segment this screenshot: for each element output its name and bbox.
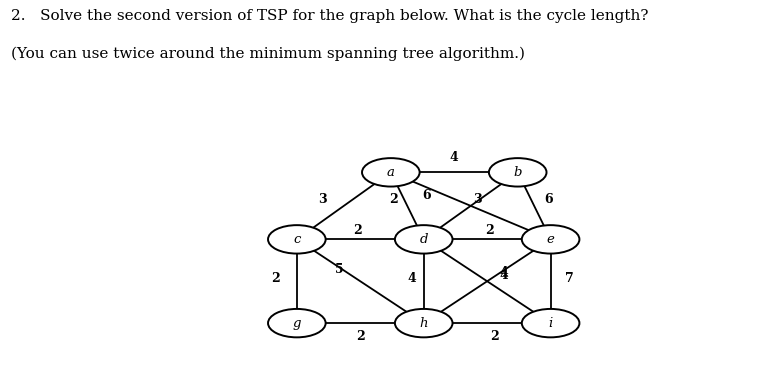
Text: 6: 6: [544, 193, 553, 206]
Circle shape: [268, 225, 326, 254]
Circle shape: [522, 225, 579, 254]
Circle shape: [395, 309, 453, 337]
Text: 4: 4: [500, 266, 508, 279]
Text: 4: 4: [408, 272, 416, 285]
Text: a: a: [387, 166, 395, 179]
Circle shape: [522, 309, 579, 337]
Circle shape: [395, 225, 453, 254]
Text: 5: 5: [335, 263, 343, 276]
Text: e: e: [547, 233, 555, 246]
Text: 2.   Solve the second version of TSP for the graph below. What is the cycle leng: 2. Solve the second version of TSP for t…: [11, 9, 649, 23]
Text: 2: 2: [485, 224, 494, 237]
Text: c: c: [293, 233, 300, 246]
Text: 3: 3: [474, 193, 482, 206]
Text: 3: 3: [318, 193, 327, 206]
Text: b: b: [513, 166, 522, 179]
Text: 2: 2: [356, 330, 365, 343]
Circle shape: [362, 158, 420, 187]
Text: 6: 6: [421, 188, 431, 202]
Circle shape: [268, 309, 326, 337]
Text: 2: 2: [490, 330, 499, 343]
Circle shape: [489, 158, 547, 187]
Text: 4: 4: [450, 151, 459, 165]
Text: 4: 4: [500, 269, 508, 282]
Text: (You can use twice around the minimum spanning tree algorithm.): (You can use twice around the minimum sp…: [11, 47, 525, 61]
Text: 7: 7: [565, 272, 574, 285]
Text: i: i: [549, 317, 553, 329]
Text: h: h: [419, 317, 428, 329]
Text: 2: 2: [353, 224, 362, 237]
Text: 2: 2: [389, 193, 397, 206]
Text: g: g: [293, 317, 301, 329]
Text: 2: 2: [271, 272, 280, 285]
Text: d: d: [419, 233, 428, 246]
